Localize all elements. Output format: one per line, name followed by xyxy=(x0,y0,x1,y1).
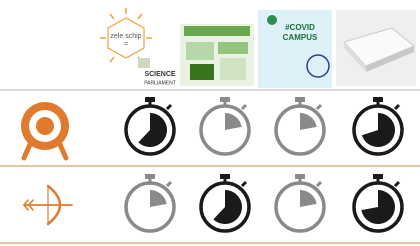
thumbnail-covid-campus: #COVID CAMPUS xyxy=(258,10,332,88)
thumbnail-device xyxy=(336,10,416,86)
thumbnail-infographic xyxy=(180,24,254,86)
badge-mark: = xyxy=(124,41,128,48)
stopwatch-button xyxy=(145,97,155,102)
stopwatch-knob xyxy=(242,182,246,186)
stopwatch-button xyxy=(145,174,155,179)
stopwatch-knob xyxy=(395,182,399,186)
thumb-line2: PARLIAMENT xyxy=(144,80,176,86)
screen: zele schip = SCIENCE PARLIAMENT #COVID C… xyxy=(0,0,420,246)
stopwatch-button xyxy=(220,174,230,179)
stopwatch-button xyxy=(373,97,383,102)
infographic-block xyxy=(190,64,214,80)
stopwatch-knob xyxy=(242,105,246,109)
infographic-block xyxy=(220,58,246,80)
stopwatch-button xyxy=(373,174,383,179)
thumbnail-science-parliament: zele schip = SCIENCE PARLIAMENT xyxy=(100,8,176,86)
thumb-line1: SCIENCE xyxy=(144,71,175,78)
stopwatches xyxy=(126,97,402,231)
target-center xyxy=(36,117,54,135)
infographic-block xyxy=(218,42,248,54)
stopwatch-button xyxy=(295,97,305,102)
infographic-block xyxy=(186,42,214,60)
badge-text: zele schip xyxy=(110,33,141,40)
logo xyxy=(138,58,150,68)
target-icon xyxy=(21,102,69,158)
covid-icon xyxy=(267,15,277,25)
stopwatch-knob xyxy=(167,182,171,186)
stopwatch-knob xyxy=(317,182,321,186)
thumb-line1: #COVID xyxy=(285,23,315,32)
stopwatch-button xyxy=(220,97,230,102)
infographic-header xyxy=(184,26,250,36)
stopwatch-knob xyxy=(395,105,399,109)
stopwatch-knob xyxy=(317,105,321,109)
stopwatch-button xyxy=(295,174,305,179)
bow-icon xyxy=(24,186,72,224)
stopwatch-knob xyxy=(167,105,171,109)
thumb-line2: CAMPUS xyxy=(283,33,318,42)
